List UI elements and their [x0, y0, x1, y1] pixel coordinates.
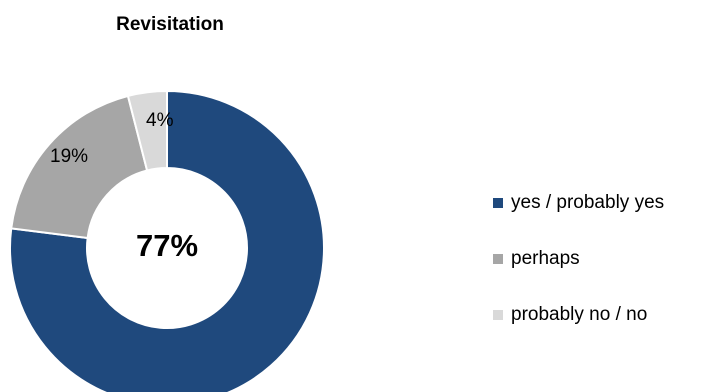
legend-swatch-no	[493, 310, 503, 320]
legend-label-yes: yes / probably yes	[511, 192, 664, 214]
legend: yes / probably yes perhaps probably no /…	[493, 192, 664, 360]
legend-label-no: probably no / no	[511, 304, 647, 326]
center-value-label: 77%	[117, 226, 217, 266]
slice-label-perhaps: 19%	[50, 146, 88, 168]
legend-swatch-perhaps	[493, 254, 503, 264]
legend-item-yes: yes / probably yes	[493, 192, 664, 214]
legend-label-perhaps: perhaps	[511, 248, 580, 270]
legend-item-no: probably no / no	[493, 304, 664, 326]
legend-swatch-yes	[493, 198, 503, 208]
slice-label-probably-no: 4%	[146, 110, 173, 132]
legend-item-perhaps: perhaps	[493, 248, 664, 270]
